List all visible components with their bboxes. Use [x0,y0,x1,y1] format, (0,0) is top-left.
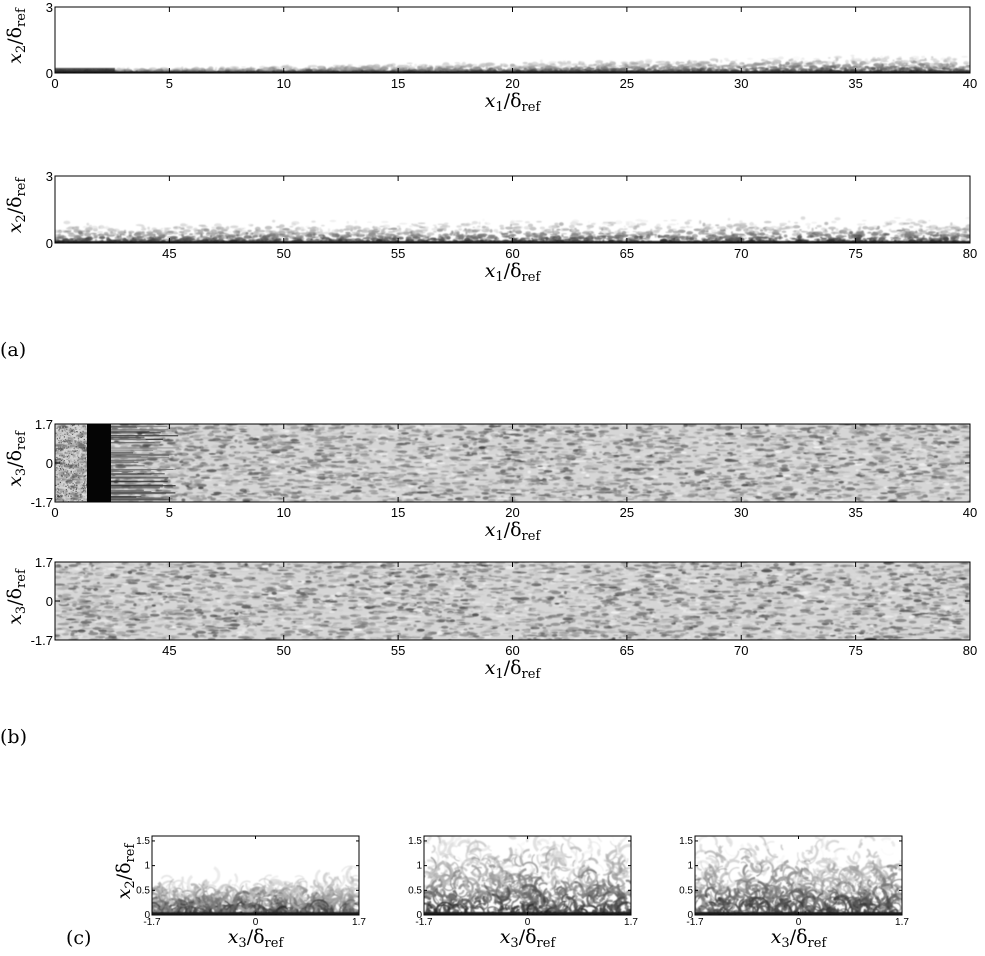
x-tick-label: 45 [162,246,176,261]
y-axis-label: x2/δref [113,843,138,900]
x-axis-label: x3/δref [771,926,828,951]
x-tick-label: 65 [620,246,634,261]
x-tick-label: 35 [848,76,862,91]
x-tick-label: 70 [734,643,748,658]
y-tick-label: 3 [46,169,53,184]
panel-label-c: (c) [66,927,91,949]
y-tick-label: 0 [687,910,693,921]
chart-panel-b2: 45 50 55 60 65 70 75 80 -1.7 0 1.7 x1/δref x3/δref [4,555,977,682]
y-tick-label: 0 [416,910,422,921]
y-tick-label: 3 [46,0,53,15]
x-tick-label: 30 [734,505,748,520]
x-tick-label: 20 [505,76,519,91]
x-tick-label: 70 [734,246,748,261]
x-tick-label: 1.7 [624,917,638,928]
y-tick-label: 0 [46,594,53,609]
y-tick-label: 1.5 [136,836,150,847]
x-tick-label: 5 [166,76,173,91]
x-tick-label: 45 [162,643,176,658]
y-tick-label: 0 [46,236,53,251]
y-tick-label: 0 [46,456,53,471]
x-axis-label: x3/δref [228,926,285,951]
x-tick-label: 50 [277,643,291,658]
y-tick-label: 0.5 [408,885,422,896]
y-tick-label: 0 [144,910,150,921]
x-axis-label: x1/δref [485,519,542,544]
x-tick-label: 1.7 [895,917,909,928]
x-tick-label: -1.7 [415,917,433,928]
y-axis-label: x3/δref [4,430,29,487]
chart-panel-c3: -1.7 0 1.700.511.5x3/δref [679,835,909,951]
x-tick-label: 25 [620,76,634,91]
x-tick-label: -1.7 [686,917,704,928]
y-axis-label: x2/δref [4,177,29,234]
x-tick-label: 75 [848,246,862,261]
x-tick-label: 0 [253,917,259,928]
y-tick-label: 1 [416,861,422,872]
x-tick-label: -1.7 [143,917,161,928]
chart-panel-a1: 0 5 10 15 20 25 30 35 40 0 3 x1/δref x2/δref [4,0,977,115]
y-tick-label: 1 [687,861,693,872]
x-tick-label: 55 [391,246,405,261]
y-tick-label: 0.5 [136,885,150,896]
y-tick-label: 1.7 [35,417,53,432]
y-axis-label: x2/δref [4,7,29,64]
x-tick-label: 1.7 [352,917,366,928]
y-tick-label: 1.7 [35,555,53,570]
y-tick-label: 1.5 [408,836,422,847]
x-tick-label: 75 [848,643,862,658]
x-tick-label: 60 [505,246,519,261]
y-tick-label: -1.7 [31,633,53,648]
x-tick-label: 10 [277,505,291,520]
x-tick-label: 0 [51,505,58,520]
chart-panel-c2: -1.7 0 1.700.511.5x3/δref [408,835,638,951]
x-tick-label: 35 [848,505,862,520]
x-tick-label: 60 [505,643,519,658]
x-tick-label: 80 [963,643,977,658]
y-axis-label: x3/δref [4,568,29,625]
x-axis-label: x3/δref [500,926,557,951]
x-tick-label: 30 [734,76,748,91]
panel-label-b: (b) [0,726,27,748]
x-tick-label: 15 [391,76,405,91]
x-tick-label: 50 [277,246,291,261]
x-tick-label: 80 [963,246,977,261]
x-tick-label: 40 [963,505,977,520]
x-tick-label: 0 [525,917,531,928]
x-tick-label: 15 [391,505,405,520]
y-tick-label: 1.5 [679,836,693,847]
x-axis-label: x1/δref [485,260,542,285]
x-tick-label: 55 [391,643,405,658]
x-tick-label: 5 [166,505,173,520]
x-tick-label: 0 [796,917,802,928]
x-tick-label: 40 [963,76,977,91]
x-tick-label: 0 [51,76,58,91]
x-axis-label: x1/δref [485,90,542,115]
x-tick-label: 25 [620,505,634,520]
y-tick-label: 0 [46,66,53,81]
x-tick-label: 20 [505,505,519,520]
y-tick-label: -1.7 [31,495,53,510]
y-tick-label: 1 [144,861,150,872]
y-tick-label: 0.5 [679,885,693,896]
x-tick-label: 65 [620,643,634,658]
panel-label-a: (a) [0,339,26,361]
x-axis-label: x1/δref [485,657,542,682]
x-tick-label: 10 [277,76,291,91]
chart-panel-a2: 45 50 55 60 65 70 75 80 0 3 x1/δref x2/δref [4,169,977,285]
